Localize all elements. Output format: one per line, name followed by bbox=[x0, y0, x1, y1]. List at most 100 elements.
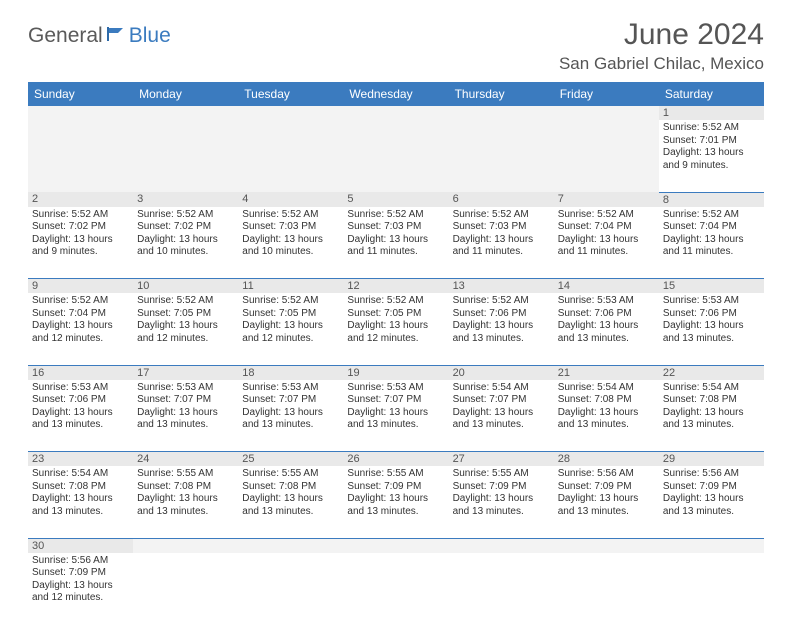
daylight-text: Daylight: 13 hours and 13 minutes. bbox=[663, 407, 760, 432]
day-number bbox=[343, 106, 448, 120]
calendar-page: General Blue June 2024 San Gabriel Chila… bbox=[0, 0, 792, 643]
day-number: 5 bbox=[343, 192, 448, 207]
title-block: June 2024 San Gabriel Chilac, Mexico bbox=[559, 18, 764, 74]
day-cell: Sunrise: 5:53 AMSunset: 7:06 PMDaylight:… bbox=[28, 380, 133, 452]
day-number bbox=[554, 538, 659, 553]
day-number bbox=[133, 538, 238, 553]
week-row: Sunrise: 5:54 AMSunset: 7:08 PMDaylight:… bbox=[28, 466, 764, 538]
sunrise-text: Sunrise: 5:52 AM bbox=[32, 209, 129, 222]
sunrise-text: Sunrise: 5:54 AM bbox=[663, 382, 760, 395]
sunrise-text: Sunrise: 5:52 AM bbox=[453, 295, 550, 308]
sunset-text: Sunset: 7:09 PM bbox=[32, 567, 129, 580]
daylight-text: Daylight: 13 hours and 13 minutes. bbox=[347, 493, 444, 518]
daylight-text: Daylight: 13 hours and 13 minutes. bbox=[453, 407, 550, 432]
sunset-text: Sunset: 7:05 PM bbox=[137, 308, 234, 321]
sunset-text: Sunset: 7:03 PM bbox=[453, 221, 550, 234]
day-cell: Sunrise: 5:55 AMSunset: 7:08 PMDaylight:… bbox=[238, 466, 343, 538]
sunrise-text: Sunrise: 5:54 AM bbox=[32, 468, 129, 481]
daylight-text: Daylight: 13 hours and 13 minutes. bbox=[663, 320, 760, 345]
daylight-text: Daylight: 13 hours and 12 minutes. bbox=[242, 320, 339, 345]
day-number bbox=[343, 538, 448, 553]
daylight-text: Daylight: 13 hours and 13 minutes. bbox=[32, 407, 129, 432]
day-cell bbox=[133, 120, 238, 192]
sunrise-text: Sunrise: 5:52 AM bbox=[347, 209, 444, 222]
daylight-text: Daylight: 13 hours and 13 minutes. bbox=[453, 493, 550, 518]
sunrise-text: Sunrise: 5:53 AM bbox=[32, 382, 129, 395]
sunset-text: Sunset: 7:06 PM bbox=[558, 308, 655, 321]
daylight-text: Daylight: 13 hours and 11 minutes. bbox=[453, 234, 550, 259]
week-row: Sunrise: 5:56 AMSunset: 7:09 PMDaylight:… bbox=[28, 553, 764, 625]
day-cell: Sunrise: 5:53 AMSunset: 7:06 PMDaylight:… bbox=[659, 293, 764, 365]
sunset-text: Sunset: 7:05 PM bbox=[242, 308, 339, 321]
day-cell: Sunrise: 5:52 AMSunset: 7:05 PMDaylight:… bbox=[238, 293, 343, 365]
day-number: 26 bbox=[343, 452, 448, 467]
sunset-text: Sunset: 7:09 PM bbox=[558, 481, 655, 494]
day-cell: Sunrise: 5:52 AMSunset: 7:05 PMDaylight:… bbox=[133, 293, 238, 365]
sunrise-text: Sunrise: 5:56 AM bbox=[558, 468, 655, 481]
sunset-text: Sunset: 7:04 PM bbox=[663, 221, 760, 234]
sunset-text: Sunset: 7:04 PM bbox=[32, 308, 129, 321]
day-number bbox=[238, 538, 343, 553]
daylight-text: Daylight: 13 hours and 11 minutes. bbox=[347, 234, 444, 259]
day-number: 6 bbox=[449, 192, 554, 207]
day-cell: Sunrise: 5:53 AMSunset: 7:07 PMDaylight:… bbox=[133, 380, 238, 452]
day-header-row: Sunday Monday Tuesday Wednesday Thursday… bbox=[28, 82, 764, 106]
daylight-text: Daylight: 13 hours and 12 minutes. bbox=[137, 320, 234, 345]
daylight-text: Daylight: 13 hours and 13 minutes. bbox=[663, 493, 760, 518]
week-row: Sunrise: 5:52 AMSunset: 7:01 PMDaylight:… bbox=[28, 120, 764, 192]
day-cell bbox=[659, 553, 764, 625]
day-header: Thursday bbox=[449, 82, 554, 106]
day-number: 20 bbox=[449, 365, 554, 380]
sunset-text: Sunset: 7:06 PM bbox=[453, 308, 550, 321]
sunrise-text: Sunrise: 5:52 AM bbox=[663, 209, 760, 222]
day-number: 12 bbox=[343, 279, 448, 294]
day-cell: Sunrise: 5:56 AMSunset: 7:09 PMDaylight:… bbox=[659, 466, 764, 538]
day-cell: Sunrise: 5:52 AMSunset: 7:03 PMDaylight:… bbox=[238, 207, 343, 279]
day-cell: Sunrise: 5:55 AMSunset: 7:09 PMDaylight:… bbox=[449, 466, 554, 538]
day-number: 15 bbox=[659, 279, 764, 294]
day-number bbox=[133, 106, 238, 120]
day-header: Monday bbox=[133, 82, 238, 106]
daylight-text: Daylight: 13 hours and 13 minutes. bbox=[242, 493, 339, 518]
sunrise-text: Sunrise: 5:55 AM bbox=[137, 468, 234, 481]
day-number: 30 bbox=[28, 538, 133, 553]
sunset-text: Sunset: 7:09 PM bbox=[663, 481, 760, 494]
day-number: 19 bbox=[343, 365, 448, 380]
day-number: 24 bbox=[133, 452, 238, 467]
brand-text-2: Blue bbox=[129, 24, 171, 48]
sunrise-text: Sunrise: 5:52 AM bbox=[663, 122, 760, 135]
flag-icon bbox=[106, 26, 126, 45]
header: General Blue June 2024 San Gabriel Chila… bbox=[28, 18, 764, 74]
day-number: 23 bbox=[28, 452, 133, 467]
daynum-row: 23242526272829 bbox=[28, 452, 764, 467]
sunset-text: Sunset: 7:03 PM bbox=[347, 221, 444, 234]
sunset-text: Sunset: 7:07 PM bbox=[453, 394, 550, 407]
daylight-text: Daylight: 13 hours and 13 minutes. bbox=[558, 493, 655, 518]
sunrise-text: Sunrise: 5:52 AM bbox=[137, 209, 234, 222]
sunset-text: Sunset: 7:08 PM bbox=[663, 394, 760, 407]
daylight-text: Daylight: 13 hours and 13 minutes. bbox=[242, 407, 339, 432]
day-cell: Sunrise: 5:53 AMSunset: 7:06 PMDaylight:… bbox=[554, 293, 659, 365]
sunset-text: Sunset: 7:08 PM bbox=[242, 481, 339, 494]
sunrise-text: Sunrise: 5:55 AM bbox=[453, 468, 550, 481]
day-cell: Sunrise: 5:55 AMSunset: 7:08 PMDaylight:… bbox=[133, 466, 238, 538]
sunset-text: Sunset: 7:08 PM bbox=[558, 394, 655, 407]
day-number: 21 bbox=[554, 365, 659, 380]
day-cell bbox=[133, 553, 238, 625]
week-row: Sunrise: 5:52 AM Sunset: 7:04 PM Daylight:… bbox=[28, 293, 764, 365]
calendar-table: Sunday Monday Tuesday Wednesday Thursday… bbox=[28, 82, 764, 625]
day-cell: Sunrise: 5:52 AMSunset: 7:04 PMDaylight:… bbox=[659, 207, 764, 279]
day-cell: Sunrise: 5:52 AMSunset: 7:04 PMDaylight:… bbox=[28, 293, 133, 365]
sunrise-text: Sunrise: 5:56 AM bbox=[663, 468, 760, 481]
day-number: 3 bbox=[133, 192, 238, 207]
page-title: June 2024 bbox=[559, 18, 764, 52]
day-number: 18 bbox=[238, 365, 343, 380]
day-cell bbox=[554, 553, 659, 625]
sunrise-text: Sunrise: 5:53 AM bbox=[347, 382, 444, 395]
sunset-text: Sunset: 7:09 PM bbox=[347, 481, 444, 494]
day-number: 25 bbox=[238, 452, 343, 467]
daylight-text: Daylight: 13 hours and 13 minutes. bbox=[32, 493, 129, 518]
day-cell: Sunrise: 5:52 AMSunset: 7:02 PMDaylight:… bbox=[28, 207, 133, 279]
day-cell bbox=[238, 120, 343, 192]
day-cell: Sunrise: 5:56 AMSunset: 7:09 PMDaylight:… bbox=[28, 553, 133, 625]
